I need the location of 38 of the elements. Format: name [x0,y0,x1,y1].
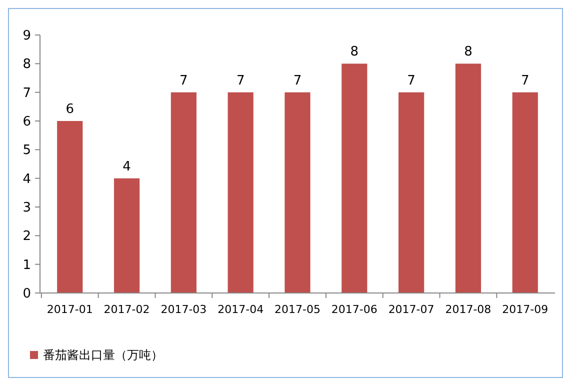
data-label: 4 [122,159,131,174]
x-tick-label: 2017-01 [46,303,93,316]
y-tick-label: 2 [22,229,31,244]
y-tick-label: 0 [22,286,31,302]
bar [57,121,83,293]
x-tick-label: 2017-06 [331,303,378,316]
data-label: 7 [407,73,416,88]
x-tick-label: 2017-03 [160,303,207,316]
data-label: 7 [236,73,245,88]
bar [342,64,368,293]
y-tick-label: 6 [22,114,31,130]
data-label: 6 [66,102,74,117]
bar [228,92,254,293]
x-tick-label: 2017-09 [502,303,548,316]
y-tick-label: 7 [22,86,31,101]
y-tick-label: 3 [22,200,31,216]
data-label: 7 [520,73,530,88]
data-label: 7 [180,73,188,88]
legend-label: 番茄酱出口量（万吨） [43,348,163,362]
bar [170,92,196,293]
y-tick-label: 5 [22,143,31,158]
bar [398,92,424,293]
x-tick-label: 2017-08 [445,303,492,316]
y-tick-label: 1 [22,258,31,273]
bar [284,92,310,293]
data-label: 8 [464,44,472,60]
x-tick-label: 2017-05 [274,303,320,316]
x-tick-label: 2017-02 [104,303,150,316]
bar [455,64,482,293]
y-tick-label: 8 [22,57,31,72]
bar [512,92,538,293]
y-tick-label: 4 [22,172,31,187]
x-tick-label: 2017-04 [218,303,264,316]
bar [114,178,140,293]
x-tick-label: 2017-07 [388,303,434,316]
y-tick-label: 9 [22,28,31,44]
data-label: 7 [293,73,302,88]
data-label: 8 [350,44,359,60]
